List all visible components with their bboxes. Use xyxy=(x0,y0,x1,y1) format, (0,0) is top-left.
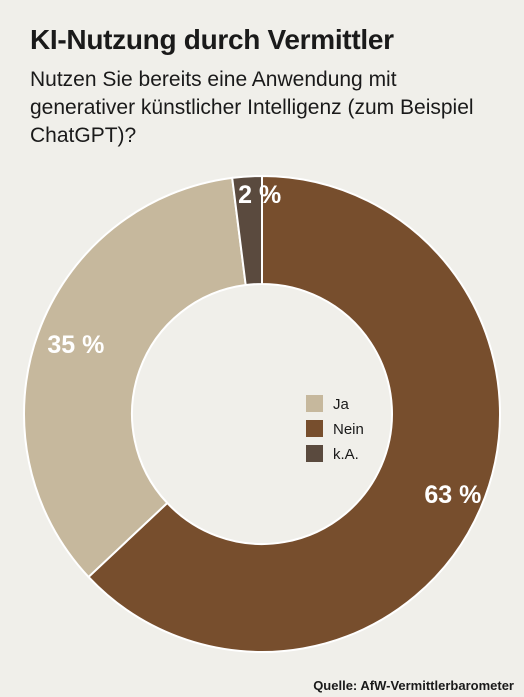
slice-label-nein: 63 % xyxy=(424,481,481,509)
donut-chart: 63 % 35 % 2 % Ja Nein k.A. xyxy=(23,174,501,653)
slice-label-ka: 2 % xyxy=(238,181,281,209)
chart-title: KI-Nutzung durch Vermittler xyxy=(30,24,394,55)
slice-nein xyxy=(87,174,501,653)
slice-ka xyxy=(231,174,263,287)
legend-swatch-nein xyxy=(306,420,323,437)
slice-label-ja: 35 % xyxy=(47,331,104,359)
chart-subtitle: Nutzen Sie bereits eine Anwendung mit ge… xyxy=(30,68,474,147)
legend-swatch-ka xyxy=(306,445,323,462)
legend-label-ka: k.A. xyxy=(333,446,359,463)
legend-label-ja: Ja xyxy=(333,396,350,413)
legend-label-nein: Nein xyxy=(333,421,364,438)
source-note: Quelle: AfW-Vermittlerbarometer xyxy=(313,678,514,693)
slice-ja xyxy=(23,176,247,579)
legend-swatch-ja xyxy=(306,395,323,412)
